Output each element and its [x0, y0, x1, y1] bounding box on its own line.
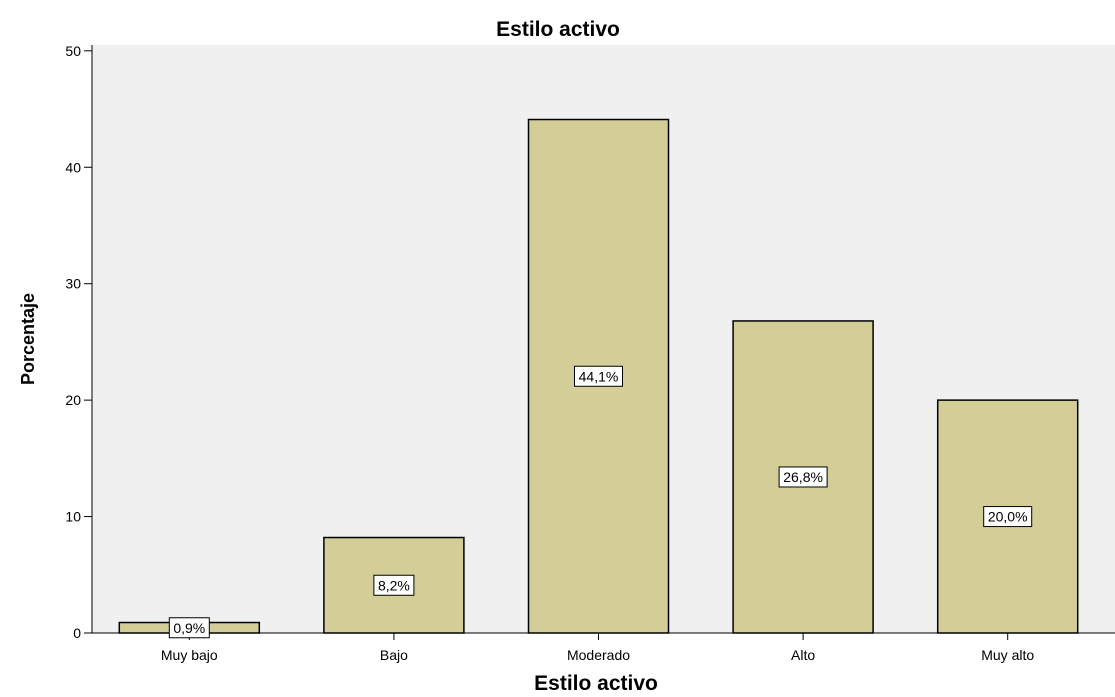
x-tick-label: Muy alto [981, 647, 1034, 663]
x-tick-label: Muy bajo [161, 647, 218, 663]
data-label: 0,9% [173, 620, 205, 636]
data-label: 8,2% [378, 577, 410, 593]
x-tick-label: Moderado [567, 647, 630, 663]
y-tick-label: 40 [65, 159, 81, 175]
y-tick-label: 30 [65, 276, 81, 292]
y-tick-label: 0 [73, 625, 81, 641]
y-tick-label: 10 [65, 509, 81, 525]
data-label-box [983, 506, 1033, 528]
y-tick-label: 20 [65, 392, 81, 408]
data-label-box [373, 574, 415, 596]
x-tick-label: Bajo [380, 647, 408, 663]
y-axis-ticks: 0 10 20 30 40 50 [65, 43, 92, 641]
data-label-box [574, 365, 623, 387]
y-axis-title: Porcentaje [18, 293, 38, 385]
data-label: 44,1% [579, 368, 619, 384]
x-axis-title: Estilo activo [534, 672, 658, 695]
chart-title: Estilo activo [496, 18, 620, 41]
x-tick-label: Alto [791, 647, 815, 663]
data-label: 26,8% [783, 469, 823, 485]
data-label-box [168, 617, 210, 639]
data-labels-group: 0,9% 8,2% 44,1% 26,8% 20,0% [168, 365, 1033, 639]
data-label: 20,0% [988, 509, 1028, 525]
y-tick-label: 50 [65, 43, 81, 59]
x-axis-ticks: Muy bajo Bajo Moderado Alto Muy alto [161, 633, 1034, 663]
data-label-box [778, 466, 828, 488]
